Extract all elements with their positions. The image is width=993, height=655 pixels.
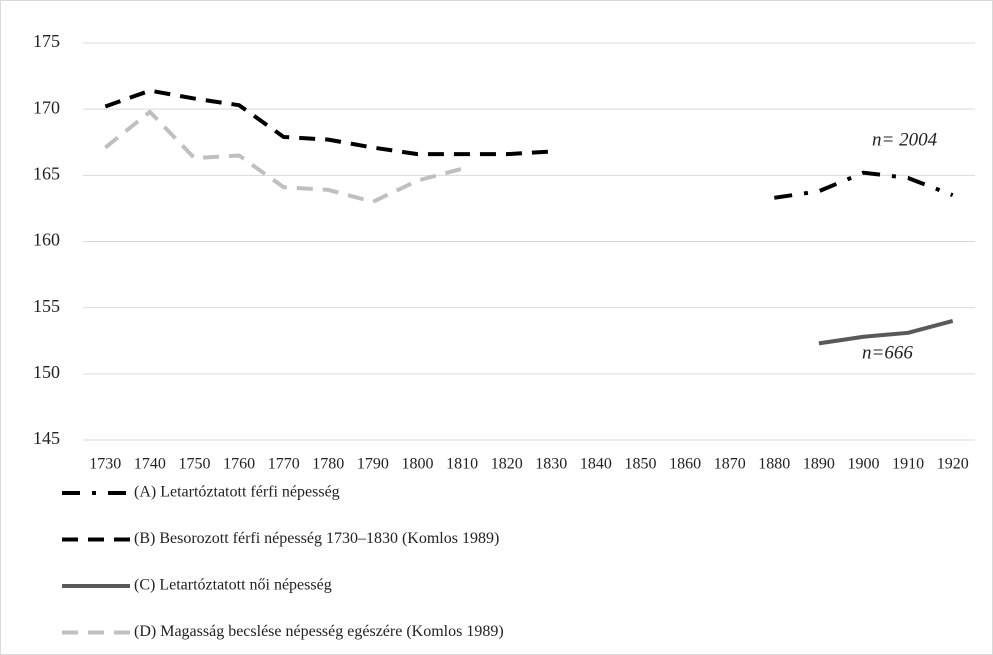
x-tick-label: 1750	[179, 456, 211, 473]
y-tick-label: 170	[33, 97, 60, 117]
series-line	[818, 318, 954, 346]
annotation: n= 2004	[872, 129, 938, 150]
legend-label: (D) Magasság becslése népesség egészére …	[134, 623, 504, 640]
x-tick-label: 1780	[312, 456, 344, 473]
y-tick-label: 175	[33, 31, 60, 51]
x-tick-label: 1830	[535, 456, 567, 473]
y-tick-label: 165	[33, 163, 60, 183]
x-tick-label: 1920	[937, 456, 969, 473]
legend-label: (B) Besorozott férfi népesség 1730–1830 …	[134, 530, 499, 547]
y-tick-label: 155	[33, 296, 60, 316]
x-tick-label: 1790	[357, 456, 389, 473]
legend-label: (C) Letartóztatott női népesség	[134, 577, 332, 594]
x-tick-label: 1910	[892, 456, 924, 473]
series-line	[104, 88, 552, 157]
x-tick-label: 1850	[625, 456, 657, 473]
x-tick-label: 1890	[803, 456, 835, 473]
x-tick-label: 1800	[402, 456, 434, 473]
x-tick-label: 1810	[446, 456, 478, 473]
legend-label: (A) Letartóztatott férfi népesség	[134, 484, 340, 501]
x-tick-label: 1840	[580, 456, 612, 473]
series-line	[774, 170, 954, 200]
y-tick-label: 160	[33, 230, 60, 250]
x-tick-label: 1900	[848, 456, 880, 473]
x-tick-label: 1730	[89, 456, 121, 473]
x-tick-label: 1870	[714, 456, 746, 473]
y-tick-label: 145	[33, 428, 60, 448]
annotation: n=666	[862, 342, 913, 363]
x-tick-label: 1760	[223, 456, 255, 473]
x-tick-label: 1820	[491, 456, 523, 473]
x-tick-label: 1860	[669, 456, 701, 473]
x-tick-label: 1740	[134, 456, 166, 473]
x-tick-label: 1880	[758, 456, 790, 473]
x-tick-label: 1770	[268, 456, 300, 473]
series-line	[104, 109, 463, 204]
y-tick-label: 150	[33, 362, 60, 382]
